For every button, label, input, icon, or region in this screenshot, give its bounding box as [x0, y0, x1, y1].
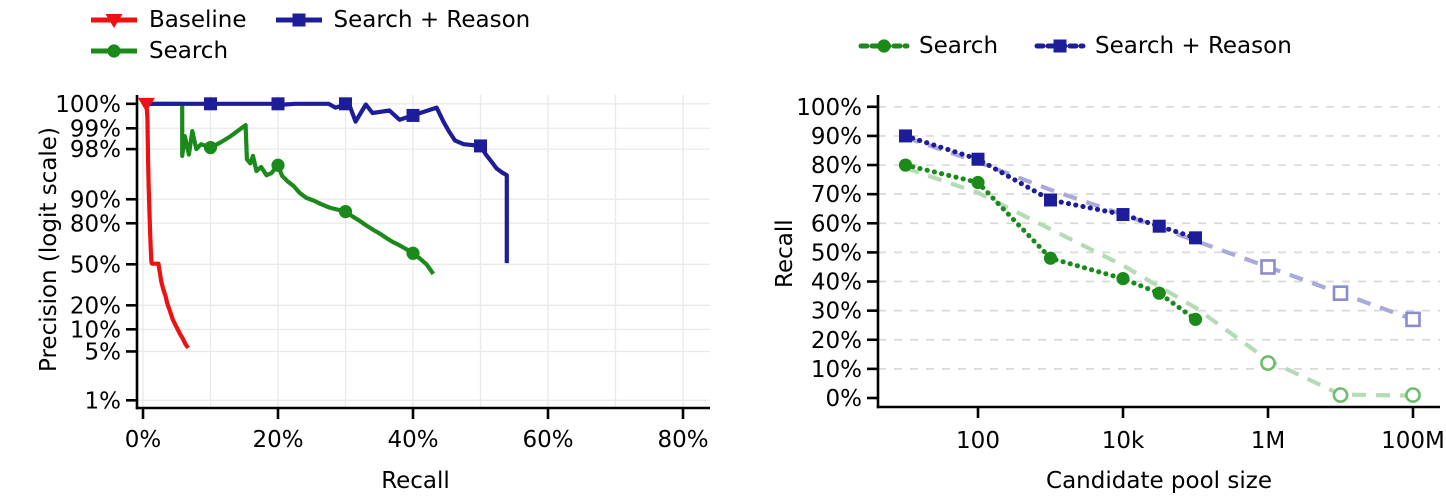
legend-label: Baseline — [149, 6, 247, 33]
y-tick-label: 100% — [55, 92, 121, 118]
right-y-axis-label: Recall — [772, 219, 798, 288]
y-tick-label: 5% — [85, 339, 122, 365]
search-marker — [107, 43, 121, 58]
legend-label: Search + Reason — [333, 6, 531, 33]
search-reason-marker — [271, 97, 285, 111]
baseline-line — [144, 103, 190, 350]
x-tick-label: 80% — [657, 427, 708, 453]
y-tick-label: 80% — [811, 153, 862, 179]
y-tick-label: 50% — [70, 252, 121, 278]
y-tick-label: 90% — [811, 124, 862, 150]
search-reason-extrapolation-marker — [1405, 311, 1421, 328]
right-chart-legend: Search Search + Reason — [858, 30, 1292, 61]
search-marker — [271, 158, 285, 172]
search-marker — [1188, 312, 1203, 326]
search-reason-marker — [1152, 219, 1166, 233]
y-tick-label: 20% — [811, 328, 862, 354]
y-tick-label: 40% — [811, 270, 862, 296]
legend-label: Search + Reason — [1095, 32, 1292, 59]
search-reason-extrapolation-marker — [1332, 285, 1349, 301]
left-chart-legend: Baseline Search + Reason Search — [88, 4, 648, 66]
search-marker — [338, 204, 353, 219]
search-reason-marker — [971, 152, 985, 166]
search-reason-marker — [406, 108, 420, 122]
legend-label: Search — [149, 37, 229, 64]
search-reason-marker — [1116, 208, 1130, 222]
search-extrapolation-marker — [1332, 387, 1349, 403]
search-reason-marker — [339, 97, 352, 111]
left-y-axis-label: Precision (logit scale) — [36, 127, 62, 372]
right-chart-plot: 100 10k 1M 100M 100% 90% 80% 70% 60% 50% 40% 30% 20%… — [796, 95, 1445, 454]
y-tick-label: 70% — [811, 182, 862, 208]
search-reason-marker — [1053, 39, 1067, 52]
legend-item-search-reason: Search + Reason — [273, 4, 531, 35]
right-chart-grid — [878, 105, 1440, 370]
x-tick-label: 40% — [387, 427, 438, 453]
left-x-axis-label: Recall — [381, 468, 450, 494]
search-marker — [1116, 272, 1130, 286]
left-chart-plot: 0% 20% 40% 60% 80%100%99%98%90%80%50%20%10%5… — [55, 92, 710, 453]
search-extrapolation-marker — [1405, 387, 1421, 403]
y-tick-label: 20% — [70, 293, 121, 319]
x-tick-label: 1M — [1251, 428, 1285, 454]
search-marker — [1043, 251, 1058, 265]
search-reason-legend-glyph — [275, 13, 322, 26]
baseline-legend-glyph — [91, 13, 137, 28]
x-tick-label: 0% — [125, 427, 162, 453]
search-reason-marker — [204, 97, 217, 111]
legend-item-search: Search — [858, 30, 998, 61]
legend-item-baseline: Baseline — [88, 4, 247, 35]
y-tick-label: 50% — [811, 240, 862, 266]
search-legend-glyph — [858, 38, 910, 53]
search-line — [903, 162, 1198, 322]
search-reason-marker — [474, 139, 487, 153]
search-reason-marker — [1044, 193, 1057, 207]
x-tick-label: 100M — [1381, 428, 1445, 454]
y-tick-label: 90% — [70, 187, 121, 213]
y-tick-label: 99% — [70, 116, 121, 142]
y-tick-label: 80% — [70, 211, 121, 237]
search-reason-extrapolation-marker — [1260, 259, 1276, 275]
search-legend-glyph — [91, 43, 137, 58]
x-tick-label: 60% — [522, 427, 573, 453]
y-tick-label: 10% — [70, 317, 121, 343]
search-marker — [203, 140, 218, 155]
search-marker — [898, 158, 913, 172]
y-tick-label: 1% — [85, 388, 122, 414]
search-reason-marker — [292, 13, 306, 26]
y-tick-label: 30% — [811, 299, 862, 325]
search-extrapolation-marker — [1260, 355, 1276, 371]
y-tick-label: 10% — [811, 357, 862, 383]
y-tick-label: 60% — [811, 211, 862, 237]
x-tick-label: 100 — [956, 428, 1000, 454]
legend-item-search: Search — [88, 35, 228, 66]
search-marker — [406, 246, 420, 260]
y-tick-label: 100% — [796, 95, 862, 121]
right-x-axis-label: Candidate pool size — [1046, 468, 1272, 494]
search-reason-legend-glyph — [1034, 39, 1086, 52]
legend-label: Search — [919, 32, 999, 59]
search-marker — [971, 175, 985, 190]
baseline-marker — [137, 97, 155, 112]
legend-item-search-reason: Search + Reason — [1034, 30, 1292, 61]
search-reason-marker — [1189, 231, 1202, 245]
x-tick-label: 10k — [1102, 428, 1145, 454]
search-marker — [877, 38, 891, 53]
y-tick-label: 0% — [826, 386, 863, 412]
x-tick-label: 20% — [252, 427, 303, 453]
search-marker — [1152, 286, 1166, 300]
search-reason-marker — [899, 129, 912, 143]
search-line — [147, 101, 436, 276]
baseline-marker — [105, 13, 123, 28]
y-tick-label: 98% — [70, 137, 121, 163]
